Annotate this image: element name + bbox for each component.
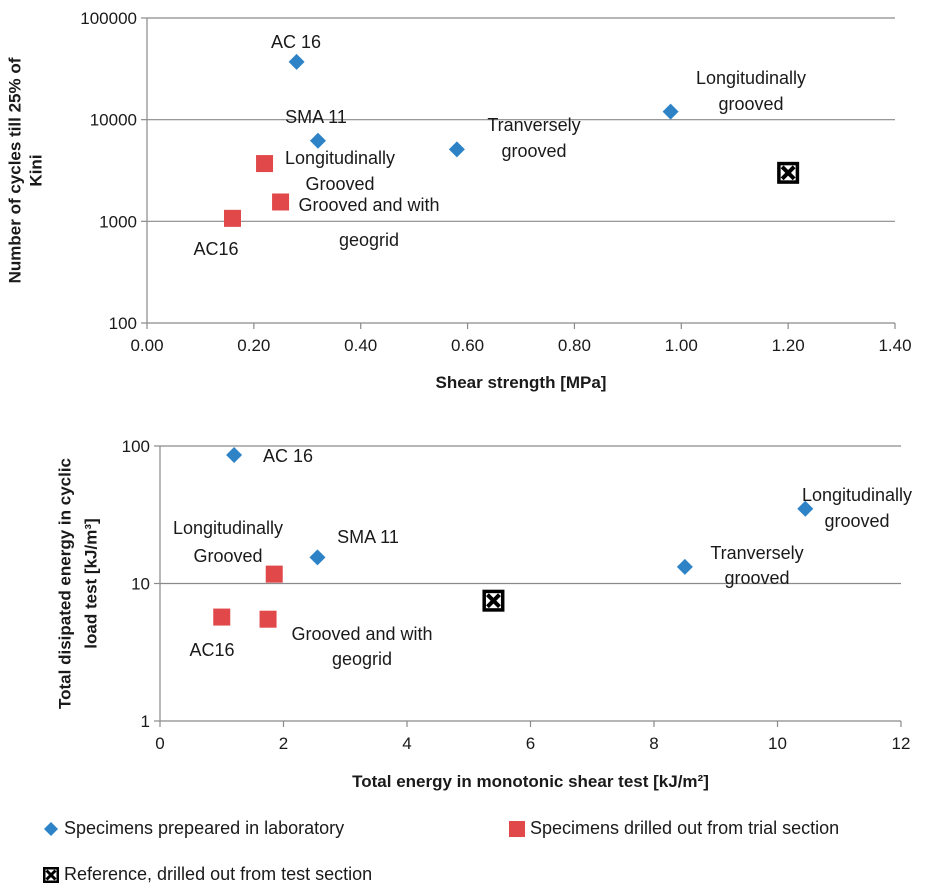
data-label: Grooved and with — [298, 195, 439, 215]
data-point-diamond — [797, 500, 814, 517]
x-tick-label: 2 — [279, 734, 288, 753]
diamond-marker-icon — [44, 821, 58, 836]
data-point-square — [213, 608, 231, 626]
data-label: geogrid — [339, 230, 399, 250]
y-tick-label: 1000 — [99, 212, 137, 231]
y-tick-label: 100 — [109, 314, 137, 333]
data-point-diamond — [288, 53, 305, 70]
legend-label-trial-section: Specimens drilled out from trial section — [530, 818, 840, 838]
data-point-diamond — [309, 549, 326, 566]
data-label: grooved — [824, 511, 889, 531]
chart-shear-strength: 100 1000 10000 100000 0.00 0.20 0.40 0.60 0.80 1.… — [5, 9, 911, 392]
data-label: Longitudinally — [173, 518, 283, 538]
reference-marker-cross — [780, 165, 796, 181]
data-point-square — [265, 565, 283, 583]
data-label: Tranversely — [710, 543, 803, 563]
data-label: Grooved and with — [291, 624, 432, 644]
x-tick-label: 1.40 — [878, 336, 911, 355]
data-label: AC 16 — [271, 32, 321, 52]
data-label: grooved — [501, 141, 566, 161]
data-label: Longitudinally — [285, 148, 395, 168]
data-point-reference — [482, 589, 505, 612]
y-axis-title-line: load test [kJ/m³] — [81, 518, 100, 648]
data-label: AC 16 — [263, 446, 313, 466]
legend-item-reference: Reference, drilled out from test section — [42, 864, 372, 885]
data-label: Grooved — [305, 174, 374, 194]
chart-total-energy: 1 10 100 0 2 4 6 8 10 12 Total energy in monotonic… — [55, 437, 912, 791]
y-axis-title-line: Total disipated energy in cyclic — [55, 458, 74, 709]
x-tick-label: 8 — [649, 734, 658, 753]
data-label: Longitudinally — [696, 68, 806, 88]
y-axis-title-line: Kini — [26, 154, 45, 186]
y-tick-label: 10000 — [90, 111, 137, 130]
data-point-diamond — [676, 558, 693, 575]
y-axis-title-line: Number of cycles till 25% of — [5, 57, 24, 283]
legend-item-laboratory: Specimens prepeared in laboratory — [42, 818, 344, 839]
y-tick-label: 100 — [122, 437, 150, 456]
data-label: grooved — [718, 94, 783, 114]
x-tick-label: 12 — [892, 734, 911, 753]
data-point-diamond — [662, 103, 679, 120]
data-label: SMA 11 — [285, 107, 347, 127]
data-point-square — [223, 209, 241, 227]
data-label: SMA 11 — [337, 527, 399, 547]
x-tick-label: 0.00 — [130, 336, 163, 355]
data-point-diamond — [226, 447, 243, 464]
data-point-square — [256, 155, 274, 173]
legend-label-laboratory: Specimens prepeared in laboratory — [64, 818, 345, 838]
data-point-diamond — [448, 141, 465, 158]
data-label: geogrid — [332, 649, 392, 669]
data-label: Grooved — [193, 546, 262, 566]
x-axis-title: Total energy in monotonic shear test [kJ… — [352, 772, 709, 791]
x-tick-label: 0.60 — [451, 336, 484, 355]
data-point-reference — [777, 161, 800, 184]
legend-item-trial-section: Specimens drilled out from trial section — [508, 818, 839, 839]
y-tick-label: 1 — [141, 712, 150, 731]
data-label: AC16 — [193, 239, 238, 259]
data-label: Longitudinally — [802, 485, 912, 505]
data-label: AC16 — [189, 640, 234, 660]
x-tick-label: 0.20 — [237, 336, 270, 355]
y-tick-label: 10 — [131, 575, 150, 594]
data-point-square — [272, 193, 290, 211]
x-tick-label: 10 — [768, 734, 787, 753]
legend-label-reference: Reference, drilled out from test section — [64, 864, 373, 884]
data-point-square — [259, 610, 277, 628]
x-tick-label: 4 — [402, 734, 411, 753]
x-tick-label: 6 — [526, 734, 535, 753]
square-marker-icon — [509, 820, 525, 837]
x-tick-label: 1.20 — [772, 336, 805, 355]
x-tick-label: 0.80 — [558, 336, 591, 355]
x-tick-label: 1.00 — [665, 336, 698, 355]
data-label: Tranversely — [487, 115, 580, 135]
reference-marker-cross — [486, 593, 501, 609]
x-axis-title: Shear strength [MPa] — [436, 373, 607, 392]
boxed-x-marker-icon — [43, 866, 59, 883]
data-point-diamond — [309, 132, 326, 149]
x-tick-label: 0 — [155, 734, 164, 753]
x-tick-label: 0.40 — [344, 336, 377, 355]
data-label: grooved — [724, 568, 789, 588]
y-tick-label: 100000 — [80, 9, 137, 28]
